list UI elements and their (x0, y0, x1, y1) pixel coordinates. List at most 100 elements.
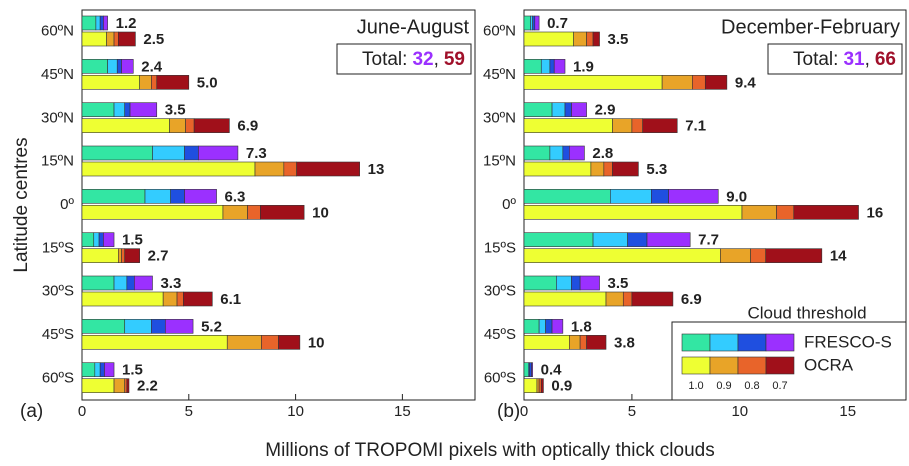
bar-segment (523, 319, 540, 334)
bar-segment (81, 102, 115, 117)
y-tick-label: 60ºN (483, 23, 516, 40)
bar-segment (116, 59, 122, 74)
bar-segment (93, 232, 100, 247)
y-tick-label: 45ºN (483, 66, 516, 83)
bar-segment (118, 248, 122, 263)
legend-threshold: 0.9 (716, 380, 731, 392)
bar-segment (610, 189, 652, 204)
bar-segment (95, 15, 101, 31)
y-tick-label: 60ºS (42, 369, 74, 386)
total-label: 0.7 (547, 15, 568, 32)
totals-box (336, 43, 472, 75)
bar-segment (81, 335, 228, 350)
bar-segment (562, 145, 570, 161)
bar-segment (81, 15, 97, 31)
y-tick-label: 0º (502, 196, 516, 213)
bar-segment (260, 205, 305, 220)
y-tick-label: 0º (60, 196, 74, 213)
bar-segment (612, 118, 633, 133)
bar-segment (81, 118, 170, 133)
bar-segment (627, 232, 648, 247)
bar-segment (523, 15, 531, 31)
bar-segment (534, 15, 540, 31)
bar-segment (81, 75, 140, 90)
totals-ocra: 66 (875, 49, 896, 70)
bar-segment (540, 59, 551, 74)
totals-prefix: Total: (362, 49, 407, 70)
bar-segment (107, 59, 118, 74)
bar-segment (556, 275, 572, 291)
bar-segment (523, 31, 574, 47)
legend-swatch (737, 333, 767, 352)
total-label: 0.4 (541, 362, 563, 379)
bar-segment (113, 275, 128, 291)
y-tick-label: 30ºN (41, 109, 74, 126)
total-label: 13 (368, 161, 385, 178)
totals-text: Total: 32, 59 (362, 49, 465, 70)
bar-segment (531, 362, 533, 377)
legend-swatch (765, 333, 795, 352)
bar-segment (571, 102, 587, 117)
bar-segment (103, 232, 115, 247)
total-label: 1.5 (122, 362, 143, 379)
bar-segment (720, 248, 751, 263)
legend-threshold: 1.0 (688, 380, 703, 392)
totals-text: Total: 31, 66 (793, 49, 896, 70)
legend-swatch (681, 356, 711, 375)
bar-segment (661, 75, 693, 90)
bar-segment (134, 275, 153, 291)
bar-segment (523, 161, 592, 177)
bar-segment (118, 31, 136, 47)
total-label: 10 (312, 204, 329, 221)
bar-segment (226, 335, 262, 350)
bar-segment (164, 319, 194, 334)
bar-segment (99, 362, 105, 377)
bar-segment (579, 335, 587, 350)
bar-segment (776, 205, 795, 220)
plot-frame (81, 9, 476, 401)
totals-fresco: 31 (843, 49, 865, 70)
bar-segment (106, 31, 115, 47)
panel-label: (b) (497, 401, 520, 422)
bar-segment (126, 378, 130, 393)
total-label: 2.9 (595, 102, 616, 119)
bar-segment (704, 75, 728, 90)
legend-label: OCRA (804, 355, 854, 374)
bar-segment (692, 75, 706, 90)
total-label: 5.3 (646, 161, 667, 178)
bar-segment (642, 118, 678, 133)
bar-segment (94, 362, 101, 377)
bar-segment (247, 205, 261, 220)
total-label: 10 (308, 334, 325, 351)
bar-segment (139, 75, 152, 90)
y-tick-label: 60ºS (484, 369, 516, 386)
panel-label: (a) (20, 401, 43, 422)
legend-title: Cloud threshold (747, 303, 866, 322)
y-tick-label: 15ºN (41, 153, 74, 170)
total-label: 3.3 (160, 275, 181, 292)
bar-segment (121, 248, 126, 263)
y-tick-label: 30ºN (483, 109, 516, 126)
bar-segment (569, 335, 581, 350)
bar-segment (144, 189, 171, 204)
bar-segment (741, 205, 777, 220)
bar-segment (540, 378, 544, 393)
bar-segment (523, 118, 613, 133)
bar-segment (81, 161, 256, 177)
bar-segment (592, 232, 628, 247)
bar-segment (545, 319, 553, 334)
total-label: 7.1 (685, 118, 706, 135)
total-label: 2.2 (137, 378, 158, 395)
bar-segment (296, 161, 360, 177)
total-label: 5.2 (201, 318, 222, 335)
x-tick-label: 15 (394, 403, 411, 420)
bar-segment (103, 15, 108, 31)
bar-segment (81, 275, 115, 291)
bar-segment (184, 145, 199, 161)
bar-segment (750, 248, 767, 263)
total-label: 2.7 (148, 248, 169, 265)
bar-segment (549, 145, 564, 161)
y-tick-label: 45ºS (484, 326, 516, 343)
total-label: 6.3 (225, 188, 246, 205)
